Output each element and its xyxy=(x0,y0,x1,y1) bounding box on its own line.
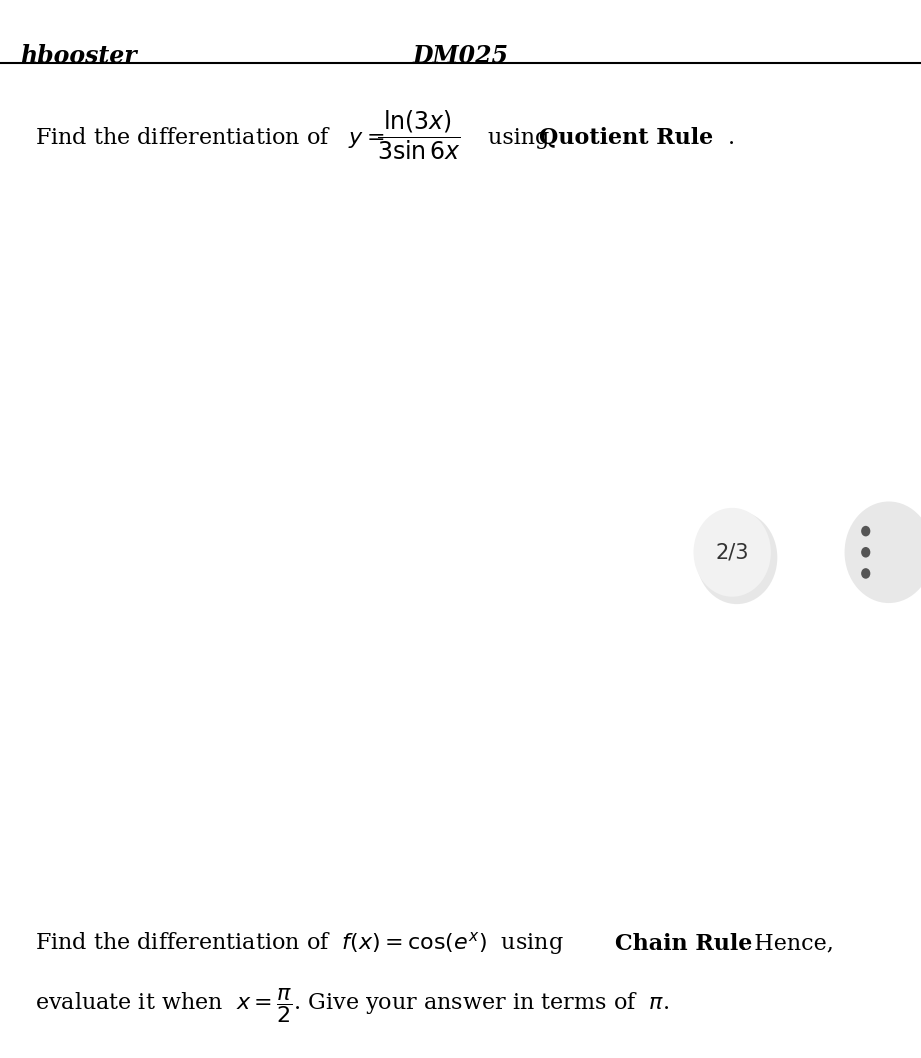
Text: 2/3: 2/3 xyxy=(716,543,749,562)
Circle shape xyxy=(845,501,921,603)
Text: . Hence,: . Hence, xyxy=(740,933,834,954)
Circle shape xyxy=(694,508,771,597)
Circle shape xyxy=(696,511,777,604)
Text: $\dfrac{\ln(3x)}{3\sin 6x}$: $\dfrac{\ln(3x)}{3\sin 6x}$ xyxy=(377,109,461,162)
Text: using: using xyxy=(488,127,556,148)
Text: evaluate it when  $x=\dfrac{\pi}{2}$. Give your answer in terms of  $\pi$.: evaluate it when $x=\dfrac{\pi}{2}$. Giv… xyxy=(35,986,670,1024)
Text: Quotient Rule: Quotient Rule xyxy=(539,127,713,148)
Text: .: . xyxy=(728,127,735,148)
Text: Chain Rule: Chain Rule xyxy=(615,933,752,954)
Text: Find the differentiation of  $f(x)=\cos\!\left(e^{x}\right)$  using: Find the differentiation of $f(x)=\cos\!… xyxy=(35,930,565,957)
Text: hbooster: hbooster xyxy=(20,44,137,69)
Circle shape xyxy=(861,526,870,536)
Circle shape xyxy=(861,568,870,579)
Circle shape xyxy=(861,547,870,558)
Text: DM025: DM025 xyxy=(413,44,508,69)
Text: Find the differentiation of   $y =$: Find the differentiation of $y =$ xyxy=(35,125,385,150)
